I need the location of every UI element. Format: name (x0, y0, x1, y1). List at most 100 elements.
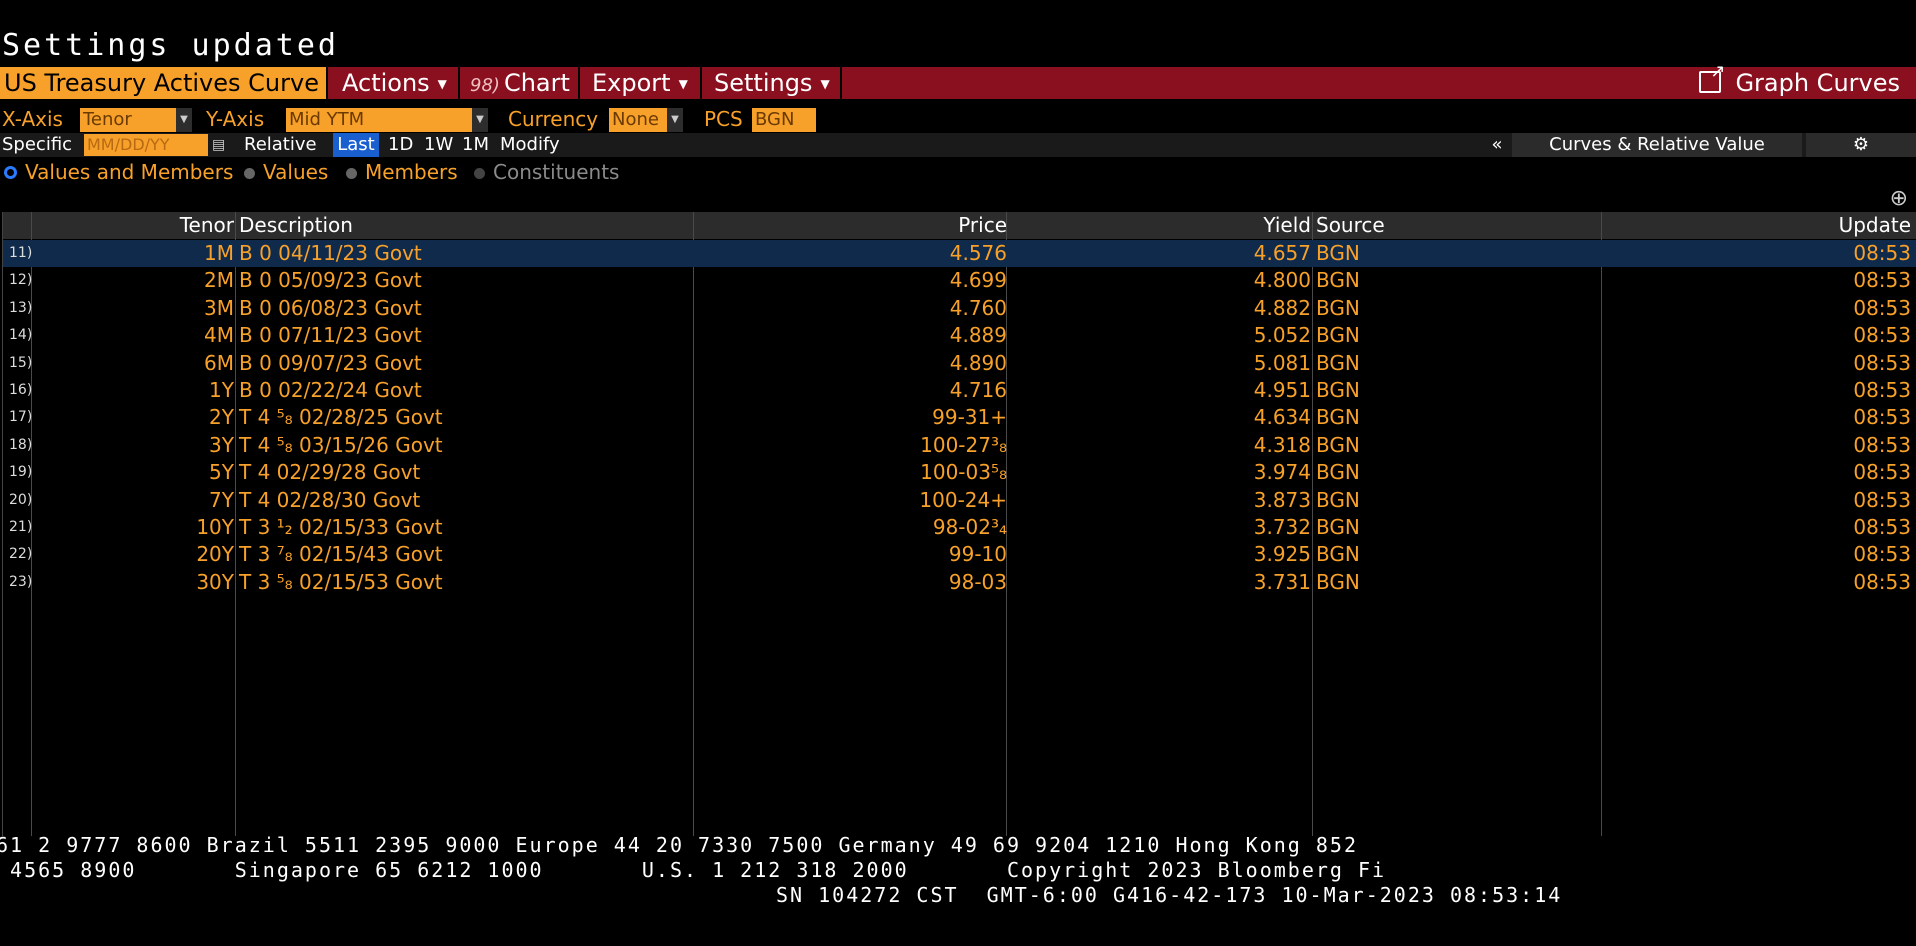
yield-cell: 4.634 (1253, 405, 1311, 430)
calendar-icon[interactable]: ▤ (212, 137, 226, 153)
actions-menu-button[interactable]: Actions ▼ (342, 67, 447, 99)
update-cell: 08:53 (1853, 515, 1911, 539)
y-axis-dropdown[interactable]: Mid YTM (286, 108, 472, 132)
row-number: 17) (9, 409, 33, 426)
collapse-button[interactable]: « (1491, 134, 1503, 155)
yield-cell: 4.318 (1253, 432, 1311, 457)
source-cell: BGN (1316, 460, 1360, 485)
column-divider (1601, 212, 1602, 836)
update-cell: 08:53 (1853, 432, 1911, 457)
update-cell: 08:53 (1853, 542, 1911, 567)
range-last-button[interactable]: Last (333, 133, 379, 157)
x-axis-dropdown[interactable]: Tenor (80, 108, 176, 132)
date-settings-row: Specific MM/DD/YY ▤ Relative Last 1D 1W … (0, 133, 1916, 157)
radio-label: Members (365, 160, 458, 184)
price-cell: 4.576 (949, 241, 1007, 265)
row-number: 20) (9, 491, 33, 508)
radio-label: Constituents (493, 160, 620, 184)
gear-icon[interactable]: ⚙ (1806, 133, 1916, 157)
radio-values-and-members[interactable]: Values and Members (4, 159, 233, 185)
update-cell: 08:53 (1853, 487, 1911, 512)
update-cell: 08:53 (1853, 323, 1911, 348)
update-cell: 08:53 (1853, 241, 1911, 265)
row-number: 14) (9, 327, 33, 344)
tenor-cell: 4M (204, 323, 234, 348)
column-header-update[interactable]: Update (1838, 213, 1911, 237)
tenor-cell: 3M (204, 295, 234, 320)
yield-cell: 3.732 (1253, 515, 1311, 539)
column-divider (31, 212, 32, 836)
relative-label: Relative (244, 134, 317, 155)
pcs-field[interactable]: BGN (752, 108, 816, 132)
table-row[interactable]: 12) 2M B 0 05/09/23 Govt 4.699 4.800 BGN 08:53 (3, 267, 1916, 294)
description-cell: T 4 02/28/30 Govt (239, 487, 421, 512)
zoom-icon[interactable]: ⊕ (1889, 186, 1908, 211)
curves-relative-value-button[interactable]: Curves & Relative Value (1512, 133, 1802, 157)
row-number: 12) (9, 272, 33, 289)
range-1d-button[interactable]: 1D (388, 134, 414, 155)
price-cell: 98-02³₄ (932, 515, 1007, 539)
description-cell: B 0 02/22/24 Govt (239, 378, 422, 402)
graph-curves-button[interactable]: Graph Curves (1699, 63, 1900, 99)
chevron-down-icon: ▼ (820, 77, 830, 91)
column-header-tenor[interactable]: Tenor (179, 213, 234, 237)
curve-title-button[interactable]: US Treasury Actives Curve (0, 67, 326, 99)
currency-dropdown[interactable]: None (609, 108, 667, 132)
chart-label: Chart (503, 69, 570, 97)
price-cell: 99-31+ (932, 405, 1007, 430)
y-axis-label: Y-Axis (206, 107, 265, 131)
row-number: 15) (9, 354, 33, 371)
price-cell: 4.890 (949, 350, 1007, 375)
yield-cell: 3.873 (1253, 487, 1311, 512)
tenor-cell: 1Y (209, 378, 234, 402)
column-header-price[interactable]: Price (958, 213, 1007, 237)
tenor-cell: 1M (204, 241, 234, 265)
chevron-down-icon[interactable]: ▼ (176, 108, 192, 132)
date-input[interactable]: MM/DD/YY (84, 134, 208, 156)
contact-ticker: 61 2 9777 8600 Brazil 5511 2395 9000 Eur… (0, 833, 1916, 946)
radio-values[interactable]: Values (244, 159, 328, 185)
specific-label: Specific (2, 134, 73, 155)
table-row[interactable]: 11) 1M B 0 04/11/23 Govt 4.576 4.657 BGN 08:53 (3, 240, 1916, 267)
column-header-yield[interactable]: Yield (1263, 213, 1311, 237)
export-menu-button[interactable]: Export ▼ (592, 67, 688, 99)
modify-button[interactable]: Modify (500, 134, 560, 155)
yield-cell: 3.731 (1253, 569, 1311, 594)
price-cell: 100-27³₈ (920, 432, 1007, 457)
column-header-description[interactable]: Description (239, 213, 353, 237)
table-row[interactable]: 17) 2Y T 4 ⁵₈ 02/28/25 Govt 99-31+ 4.634 BGN 0… (3, 404, 1916, 431)
table-row[interactable]: 21) 10Y T 3 ¹₂ 02/15/33 Govt 98-02³₄ 3.732 BG… (3, 514, 1916, 541)
description-cell: T 3 ¹₂ 02/15/33 Govt (239, 515, 443, 539)
yield-cell: 3.974 (1253, 460, 1311, 485)
x-axis-label: X-Axis (2, 107, 63, 131)
column-header-source[interactable]: Source (1316, 213, 1385, 237)
chevron-down-icon[interactable]: ▼ (472, 108, 488, 132)
table-row[interactable]: 15) 6M B 0 09/07/23 Govt 4.890 5.081 BGN 08:53 (3, 350, 1916, 377)
settings-menu-button[interactable]: Settings ▼ (714, 67, 830, 99)
radio-icon (474, 168, 485, 179)
yield-cell: 5.081 (1253, 350, 1311, 375)
tenor-cell: 3Y (209, 432, 234, 457)
table-row[interactable]: 20) 7Y T 4 02/28/30 Govt 100-24+ 3.873 BGN 08:… (3, 487, 1916, 514)
table-row[interactable]: 23) 30Y T 3 ⁵₈ 02/15/53 Govt 98-03 3.731 BGN 0… (3, 569, 1916, 596)
table-row[interactable]: 18) 3Y T 4 ⁵₈ 03/15/26 Govt 100-27³₈ 4.318 BG… (3, 432, 1916, 459)
chevron-down-icon[interactable]: ▼ (667, 108, 683, 132)
range-1m-button[interactable]: 1M (462, 134, 489, 155)
price-cell: 98-03 (948, 569, 1007, 594)
range-1w-button[interactable]: 1W (424, 134, 454, 155)
price-cell: 4.716 (949, 378, 1007, 402)
table-row[interactable]: 16) 1Y B 0 02/22/24 Govt 4.716 4.951 BGN 08:53 (3, 377, 1916, 404)
tenor-cell: 7Y (209, 487, 234, 512)
tenor-cell: 20Y (196, 542, 234, 567)
table-row[interactable]: 19) 5Y T 4 02/29/28 Govt 100-03⁵₈ 3.974 BGN 08… (3, 459, 1916, 486)
radio-members[interactable]: Members (346, 159, 458, 185)
row-number: 22) (9, 546, 33, 563)
table-row[interactable]: 14) 4M B 0 07/11/23 Govt 4.889 5.052 BGN 08:53 (3, 322, 1916, 349)
radio-icon (4, 166, 17, 179)
table-row[interactable]: 13) 3M B 0 06/08/23 Govt 4.760 4.882 BGN 08:53 (3, 295, 1916, 322)
table-row[interactable]: 22) 20Y T 3 ⁷₈ 02/15/43 Govt 99-10 3.925 BGN 0… (3, 541, 1916, 568)
price-cell: 100-24+ (919, 487, 1007, 512)
chart-button[interactable]: 98) Chart (470, 67, 570, 99)
settings-label: Settings (714, 69, 813, 97)
description-cell: B 0 04/11/23 Govt (239, 241, 422, 265)
